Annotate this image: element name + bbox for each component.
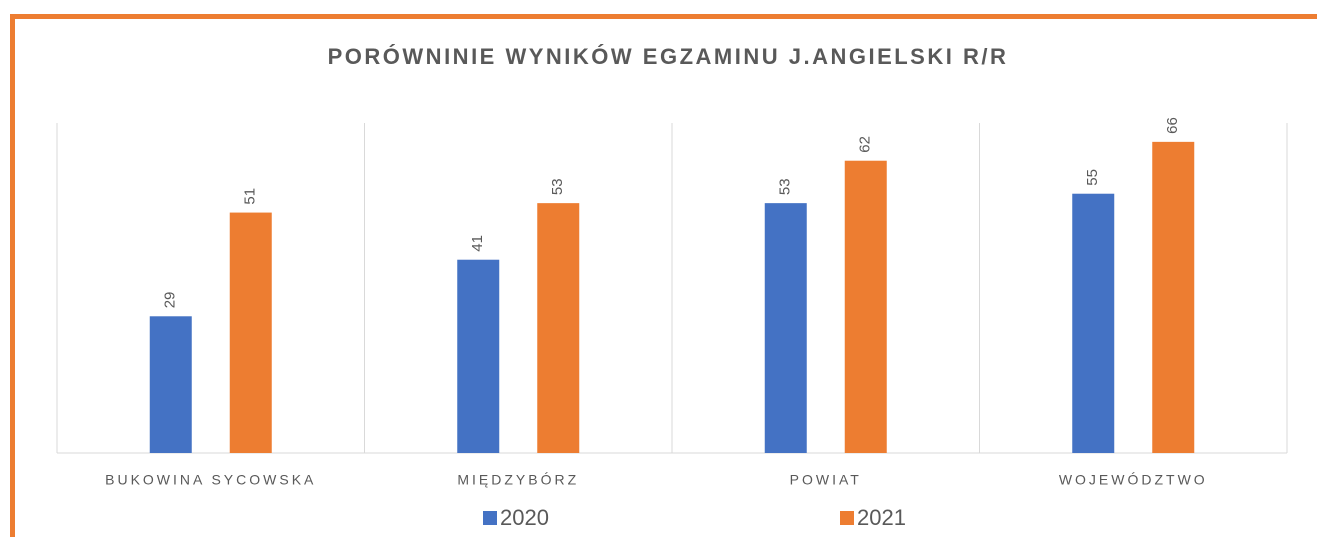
x-tick-label: POWIAT xyxy=(790,472,862,488)
legend-swatch xyxy=(840,511,854,525)
bar xyxy=(764,203,807,453)
bar xyxy=(537,203,580,453)
x-tick-label: WOJEWÓDZTWO xyxy=(1059,472,1208,488)
bar xyxy=(1152,141,1195,453)
legend-label: 2021 xyxy=(857,505,906,530)
data-label: 53 xyxy=(549,178,566,195)
chart-title: PORÓWNINIE WYNIKÓW EGZAMINU J.ANGIELSKI … xyxy=(328,44,1009,69)
x-tick-label: BUKOWINA SYCOWSKA xyxy=(105,472,316,488)
x-tick-label: MIĘDZYBÓRZ xyxy=(457,472,579,488)
data-label: 51 xyxy=(242,188,259,205)
legend-label: 2020 xyxy=(500,505,549,530)
legend-swatch xyxy=(483,511,497,525)
bar xyxy=(457,259,500,453)
data-label: 62 xyxy=(857,136,874,153)
data-label: 53 xyxy=(777,178,794,195)
bar xyxy=(1072,193,1115,453)
data-label: 66 xyxy=(1164,117,1181,134)
data-label: 41 xyxy=(469,235,486,252)
data-label: 55 xyxy=(1084,169,1101,186)
frame-left xyxy=(10,14,15,537)
bar xyxy=(844,160,887,453)
data-label: 29 xyxy=(162,292,179,309)
bar xyxy=(229,212,272,453)
frame-top xyxy=(10,14,1317,19)
bar xyxy=(149,316,192,453)
